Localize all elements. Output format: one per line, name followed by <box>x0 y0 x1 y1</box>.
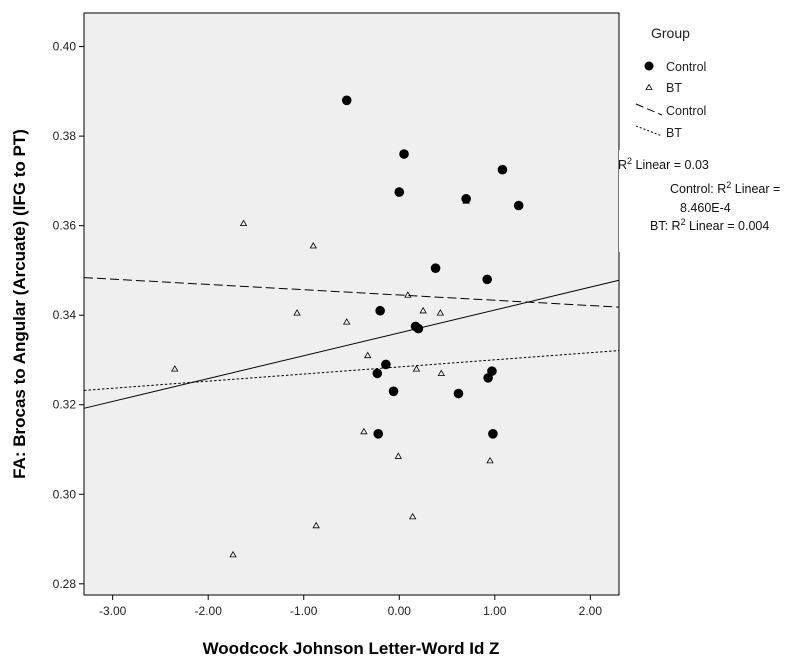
x-axis-title: Woodcock Johnson Letter-Word Id Z <box>203 639 500 657</box>
plot-frame <box>83 12 620 596</box>
point-bt <box>462 197 470 204</box>
point-control <box>482 274 492 285</box>
r2-control-label: Control: R2 Linear = <box>670 180 780 196</box>
point-bt <box>229 550 237 558</box>
r2-total-label: R2 Linear = 0.03 <box>618 156 709 172</box>
x-tick-label: 0.00 <box>388 604 412 618</box>
r2-annotations: R2 Linear = 0.03 Control: R2 Linear = 8.… <box>618 150 798 252</box>
point-bt <box>404 291 412 298</box>
legend-label-bt-point: BT <box>666 81 682 95</box>
x-tick-label: -1.00 <box>290 604 318 618</box>
point-control <box>373 429 384 439</box>
y-tick-label: 0.36 <box>53 219 77 233</box>
legend-marker-control-point <box>644 61 654 71</box>
y-tick-label: 0.28 <box>53 577 77 591</box>
point-bt <box>239 219 248 227</box>
point-control <box>394 187 405 197</box>
r2-control-r: Control: R <box>670 182 726 196</box>
fit-line-control <box>83 277 620 308</box>
y-tick-label: 0.30 <box>53 487 77 501</box>
x-tick-label: 1.00 <box>483 604 507 618</box>
fit-lines <box>83 277 620 409</box>
plot-area <box>84 13 619 595</box>
y-tick-label: 0.32 <box>53 398 77 412</box>
x-tick-label: -2.00 <box>195 604 223 618</box>
point-bt <box>486 456 494 464</box>
point-bt <box>436 309 445 316</box>
point-bt <box>293 309 301 316</box>
r2-bt-r: BT: R <box>650 219 681 233</box>
point-control <box>341 95 352 106</box>
legend-label-control-line: Control <box>666 104 706 118</box>
fit-line-bt <box>83 350 620 391</box>
point-control <box>430 263 441 273</box>
point-bt <box>364 351 372 359</box>
r2-total-r: R <box>618 158 627 172</box>
point-control <box>381 359 391 370</box>
point-bt <box>412 365 421 372</box>
point-control <box>488 429 498 439</box>
point-control <box>375 305 385 316</box>
point-bt <box>360 427 368 435</box>
point-bt <box>419 306 427 314</box>
point-control <box>388 386 399 397</box>
fit-line-total <box>83 279 620 409</box>
legend-title: Group <box>651 25 690 41</box>
r2-total-sup: 2 <box>627 156 632 166</box>
point-control <box>483 373 493 383</box>
legend-label-control-point: Control <box>666 60 706 74</box>
legend-label-bt-line: BT <box>666 126 682 140</box>
point-control <box>372 368 383 379</box>
point-control <box>497 164 508 175</box>
legend-marker-control-line <box>635 103 663 116</box>
r2-total-value: Linear = 0.03 <box>632 158 709 172</box>
r2-control-sup: 2 <box>726 180 731 190</box>
legend-marker-bt-point <box>645 83 653 90</box>
point-control <box>453 388 464 399</box>
x-tick-label: 2.00 <box>579 604 603 618</box>
y-axis: 0.28 0.30 0.32 0.34 0.36 0.38 0.40 <box>53 40 84 591</box>
annotation-background <box>619 150 798 252</box>
y-axis-title: FA: Brocas to Angular (Arcuate) (IFG to … <box>10 129 29 479</box>
point-bt <box>437 369 445 376</box>
point-bt <box>312 521 320 529</box>
x-tick-label: -3.00 <box>99 604 127 618</box>
r2-control-value: 8.460E-4 <box>680 201 731 215</box>
y-tick-label: 0.38 <box>53 129 77 143</box>
y-tick-label: 0.40 <box>53 40 77 54</box>
point-bt <box>394 452 403 459</box>
r2-control-suffix: Linear = <box>731 182 780 196</box>
point-control <box>413 323 424 334</box>
point-bt <box>171 365 179 372</box>
legend: Group Control BT Control BT <box>635 25 706 140</box>
r2-bt-sup: 2 <box>681 217 686 227</box>
data-points <box>171 95 524 558</box>
point-control <box>513 200 524 211</box>
point-bt <box>343 318 351 325</box>
point-bt <box>408 512 417 520</box>
x-axis: -3.00 -2.00 -1.00 0.00 1.00 2.00 <box>99 595 602 618</box>
point-bt <box>309 241 317 249</box>
r2-bt-value: Linear = 0.004 <box>686 219 770 233</box>
r2-bt-label: BT: R2 Linear = 0.004 <box>650 217 769 233</box>
y-tick-label: 0.34 <box>53 308 77 322</box>
point-control <box>399 149 409 159</box>
legend-marker-bt-line <box>635 125 663 137</box>
